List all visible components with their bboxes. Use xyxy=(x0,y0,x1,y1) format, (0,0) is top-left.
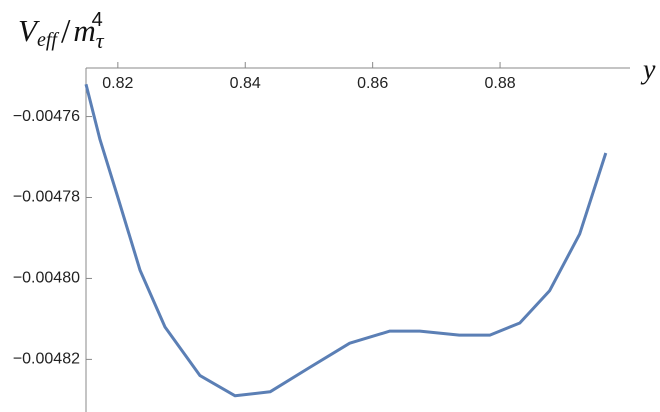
label-part: m xyxy=(73,13,95,48)
y-axis-label: Veff/mτ4 xyxy=(18,9,105,53)
label-part: / xyxy=(61,13,71,50)
y-tick-label: −0.00476 xyxy=(13,108,80,125)
y-tick-label: −0.00478 xyxy=(13,189,80,206)
y-tick-label: −0.00482 xyxy=(13,351,80,368)
y-tick-label: −0.00480 xyxy=(13,270,80,287)
x-axis-label: y xyxy=(640,54,656,85)
label-part: 4 xyxy=(92,9,103,31)
x-tick-label: 0.82 xyxy=(102,75,133,92)
label-part: V xyxy=(18,13,40,48)
curve xyxy=(84,83,608,398)
x-tick-label: 0.84 xyxy=(230,75,261,92)
label-part: eff xyxy=(37,29,59,51)
label-part: τ xyxy=(96,28,105,53)
x-tick-label: 0.86 xyxy=(357,75,388,92)
x-tick-label: 0.88 xyxy=(484,75,515,92)
